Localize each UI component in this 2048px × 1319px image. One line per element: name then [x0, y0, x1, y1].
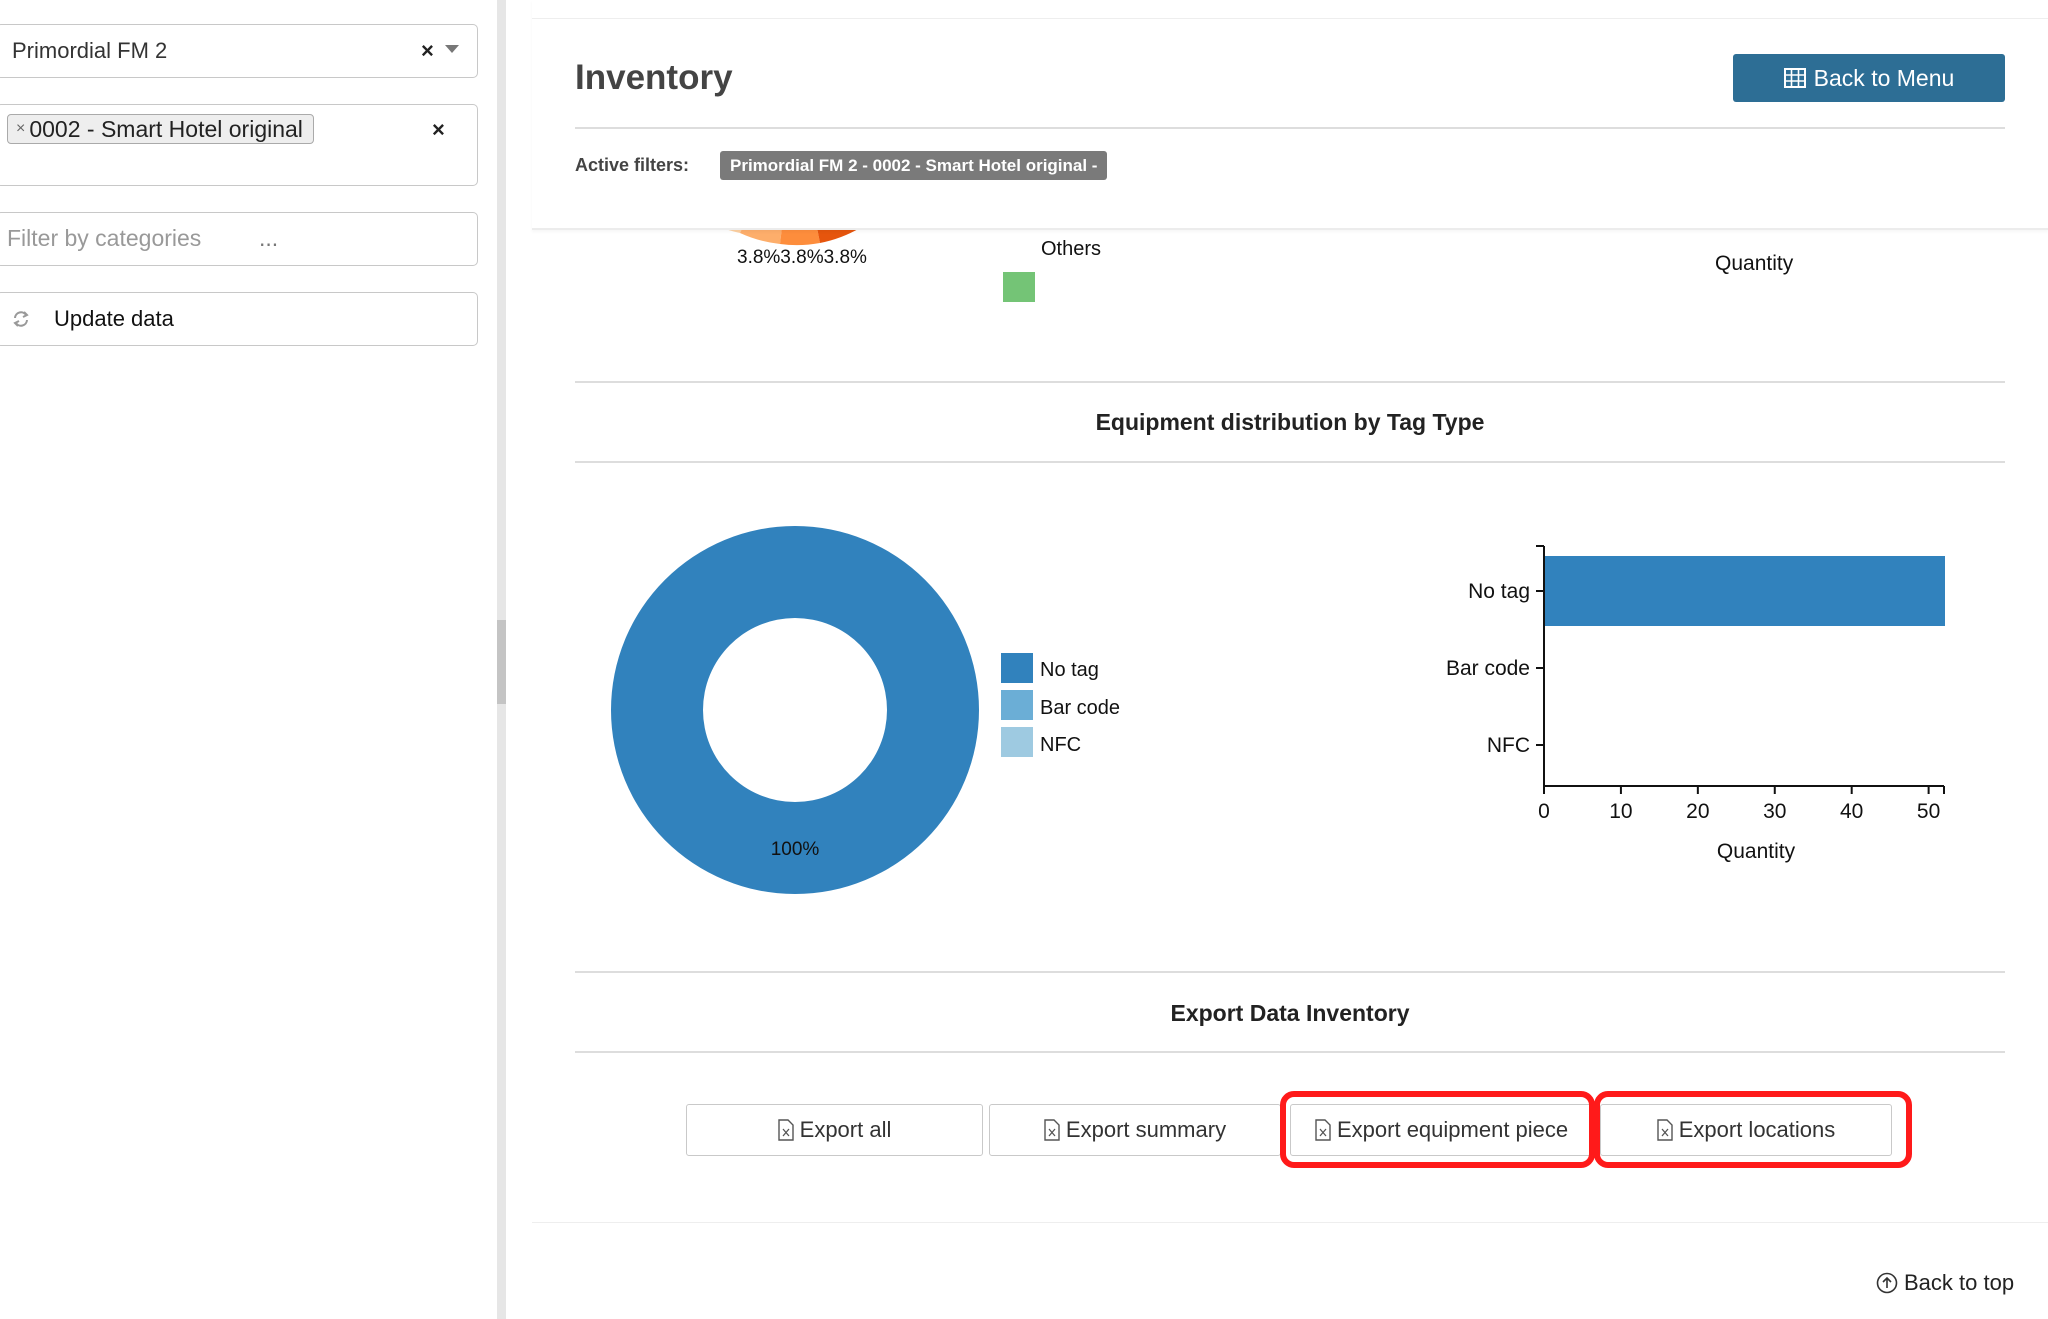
excel-file-icon	[777, 1119, 794, 1141]
legend-label-others: Others	[1041, 238, 1101, 260]
export-all-button[interactable]: Export all	[686, 1104, 983, 1156]
category-filter-ellipsis: ...	[259, 225, 279, 251]
building-select[interactable]: × 0002 - Smart Hotel original ×	[0, 104, 478, 186]
sidebar: Primordial FM 2 × × 0002 - Smart Hotel o…	[0, 0, 497, 1319]
back-to-menu-button[interactable]: Back to Menu	[1733, 54, 2005, 102]
grid-icon	[1783, 68, 1806, 88]
excel-file-icon	[1044, 1119, 1060, 1141]
x-tick-label: 50	[1917, 800, 1940, 823]
y-tick-label: No tag	[1468, 580, 1530, 603]
chevron-down-icon[interactable]	[445, 45, 459, 53]
site-select-value: Primordial FM 2	[12, 38, 168, 63]
splitter-handle[interactable]	[497, 620, 506, 704]
tag-bar-chart: No tag Bar code NFC 0 10 20 30 40 50 Quantity	[1446, 545, 1945, 863]
export-locations-label: Export locations	[1678, 1117, 1836, 1142]
header-panel: Inventory Back to Menu Active filters: P…	[532, 0, 2048, 230]
active-filters-label: Active filters:	[575, 155, 690, 175]
clear-building-icon[interactable]: ×	[432, 117, 445, 142]
legend-swatch-no-tag	[1001, 653, 1033, 683]
export-equipment-label: Export equipment piece	[1337, 1117, 1569, 1142]
export-equipment-button[interactable]: Export equipment piece	[1290, 1104, 1592, 1156]
remove-tag-icon[interactable]: ×	[16, 120, 26, 137]
export-locations-button[interactable]: Export locations	[1600, 1104, 1892, 1156]
legend-swatch-nfc	[1001, 727, 1033, 757]
update-data-label: Update data	[54, 306, 174, 331]
export-summary-label: Export summary	[1065, 1117, 1227, 1142]
y-tick-label: NFC	[1487, 734, 1530, 757]
section-divider	[575, 971, 2005, 973]
tag-donut-chart: 100%	[611, 526, 979, 894]
highlight-export-locations	[1594, 1091, 1912, 1168]
back-to-top-label: Back to top	[1904, 1270, 2015, 1295]
clear-site-icon[interactable]: ×	[421, 38, 434, 63]
export-all-label: Export all	[799, 1117, 892, 1142]
x-tick-label: 30	[1763, 800, 1786, 823]
building-tag-label: 0002 - Smart Hotel original	[29, 115, 303, 142]
refresh-icon	[13, 311, 29, 327]
pie-slice-labels: 3.8%3.8%3.8%	[737, 247, 867, 268]
section-divider	[575, 381, 2005, 383]
legend-label-no-tag: No tag	[1040, 659, 1099, 681]
y-tick-label: Bar code	[1446, 657, 1530, 680]
back-to-top-link[interactable]: Back to top	[1876, 1270, 2014, 1296]
x-axis-label: Quantity	[1717, 840, 1796, 863]
bar-no-tag	[1545, 556, 1945, 626]
page-title: Inventory	[575, 58, 733, 97]
tag-section-title: Equipment distribution by Tag Type	[1095, 409, 1485, 435]
legend-swatch-others	[1003, 272, 1035, 302]
arrow-up-circle-icon	[1876, 1272, 1898, 1294]
section-divider	[575, 1051, 2005, 1053]
footer-divider	[532, 1222, 2048, 1223]
x-tick-label: 40	[1840, 800, 1863, 823]
category-filter-input[interactable]: Filter by categories ...	[0, 212, 478, 266]
legend-label-bar-code: Bar code	[1040, 697, 1121, 719]
header-divider	[575, 127, 2005, 129]
category-filter-placeholder: Filter by categories	[7, 225, 202, 251]
export-summary-button[interactable]: Export summary	[989, 1104, 1281, 1156]
legend-label-nfc: NFC	[1040, 734, 1082, 756]
donut-slice-label: 100%	[771, 839, 820, 860]
highlight-export-equipment	[1280, 1091, 1595, 1168]
export-section-title: Export Data Inventory	[1170, 1000, 1410, 1026]
building-tag: × 0002 - Smart Hotel original	[7, 114, 314, 144]
back-to-menu-label: Back to Menu	[1813, 64, 1955, 91]
donut-slice-no-tag	[611, 526, 979, 894]
excel-file-icon	[1315, 1119, 1331, 1141]
x-tick-label: 20	[1686, 800, 1709, 823]
x-tick-label: 10	[1609, 800, 1632, 823]
x-tick-label: 0	[1538, 800, 1550, 823]
quantity-axis-label-partial: Quantity	[1715, 252, 1794, 275]
excel-file-icon	[1657, 1119, 1673, 1141]
top-divider	[532, 18, 2048, 19]
section-divider	[575, 461, 2005, 463]
site-select[interactable]: Primordial FM 2 ×	[0, 24, 478, 78]
update-data-button[interactable]: Update data	[0, 292, 478, 346]
active-filters-badge: Primordial FM 2 - 0002 - Smart Hotel ori…	[720, 151, 1108, 180]
legend-swatch-bar-code	[1001, 690, 1033, 720]
